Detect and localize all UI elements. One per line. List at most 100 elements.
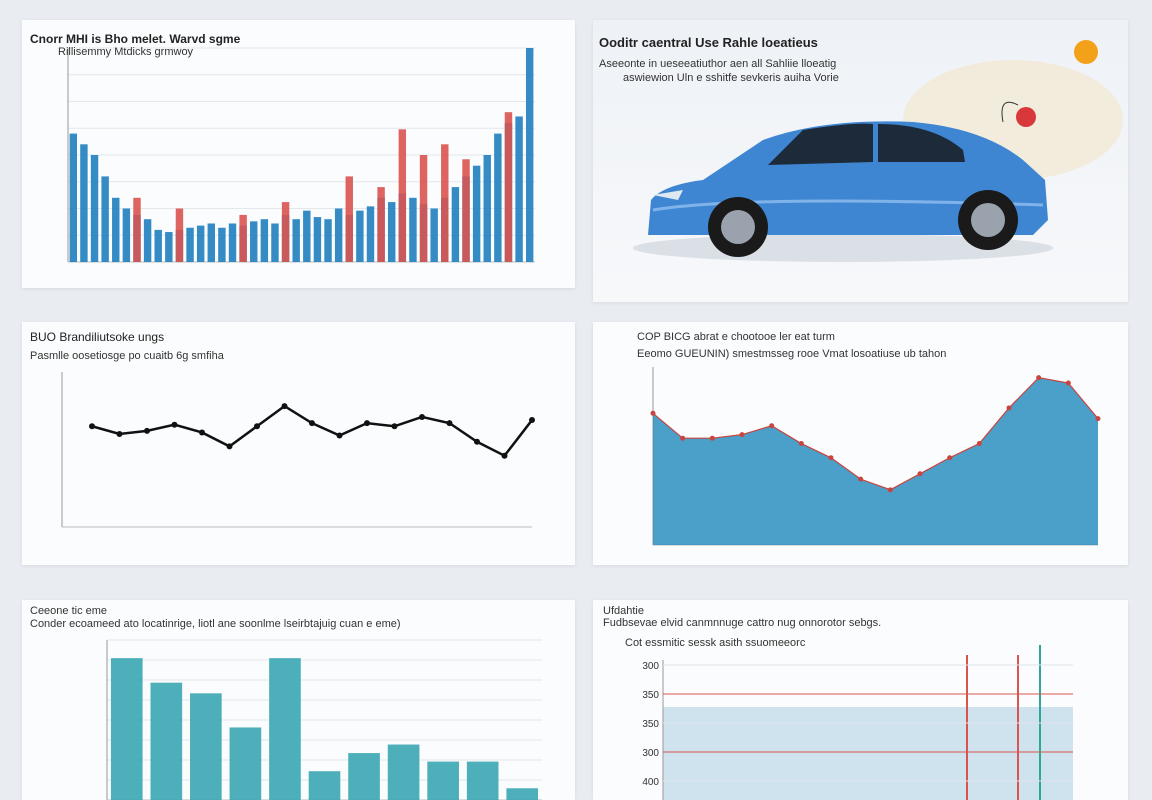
- subtitle: Eeomo GUEUNIN) smestmsseg rooe Vmat loso…: [637, 348, 947, 360]
- bar: [143, 219, 152, 262]
- bar: [229, 727, 262, 800]
- title: Ooditr caentral Use Rahle loeatieus: [599, 35, 818, 50]
- title: COP BICG abrat e chootooe ler eat turm: [637, 331, 835, 343]
- point: [858, 476, 864, 482]
- bar: [228, 223, 237, 262]
- point: [254, 423, 260, 430]
- area-edge: [652, 377, 1099, 491]
- bar: [506, 788, 539, 800]
- bar: [427, 761, 459, 800]
- subtitle: Rillisemmy Mtdicks grmwoy: [58, 46, 194, 58]
- bar: [133, 197, 141, 262]
- point: [116, 431, 123, 437]
- point: [947, 455, 953, 461]
- bar: [366, 206, 375, 262]
- bar: [269, 658, 301, 800]
- bar: [260, 219, 269, 262]
- bar: [472, 165, 481, 262]
- point: [1065, 380, 1071, 386]
- subtitle: Aseeonte in ueseeatiuthor aen all Sahlii…: [599, 58, 837, 70]
- row-label: 300: [642, 748, 659, 759]
- bar: [387, 744, 420, 800]
- point: [828, 455, 834, 461]
- row-label: 350: [642, 719, 659, 730]
- point: [419, 413, 425, 420]
- panel: Ceeone tic eme Conder ecoameed ato locat…: [22, 600, 575, 800]
- bar: [441, 144, 449, 262]
- title: Ceeone tic eme: [30, 605, 108, 617]
- bar: [525, 48, 534, 262]
- panel: Cnorr MHI is Bho melet. Warvd sgme Rilli…: [22, 20, 575, 288]
- subtitle: Fudbsevae elvid canmnnuge cattro nug onn…: [603, 617, 882, 629]
- panel: BUO Brandiliutsoke ungs Pasmlle oosetios…: [22, 322, 575, 565]
- band-panel: Ufdahtie Fudbsevae elvid canmnnuge cattr…: [593, 600, 1128, 800]
- point: [281, 403, 288, 410]
- row-label: 400: [642, 777, 659, 788]
- bar: [186, 227, 194, 262]
- bar: [112, 197, 120, 262]
- title: Ufdahtie: [603, 605, 644, 617]
- bar: [515, 116, 523, 262]
- point: [309, 420, 315, 427]
- chart: [67, 47, 535, 263]
- chart: [61, 372, 535, 528]
- bar: [419, 155, 428, 262]
- bar: [271, 223, 279, 262]
- bar: [398, 129, 407, 262]
- point: [709, 435, 715, 441]
- car-illustration: [633, 40, 1123, 262]
- point: [1095, 416, 1101, 422]
- bar: [90, 155, 99, 262]
- point: [917, 471, 923, 477]
- bar: [324, 219, 332, 262]
- bar: [292, 219, 300, 262]
- point: [529, 417, 535, 424]
- chart: [650, 367, 1101, 546]
- point: [1036, 375, 1042, 381]
- point: [391, 423, 398, 430]
- bar: [196, 225, 205, 262]
- bar: [388, 202, 396, 262]
- bar: [250, 221, 258, 262]
- bar: [122, 208, 131, 262]
- bar: [377, 187, 385, 262]
- bar: [207, 223, 215, 262]
- title: Cnorr MHI is Bho melet. Warvd sgme: [30, 32, 241, 46]
- point: [887, 487, 893, 493]
- point: [199, 429, 205, 436]
- bar: [313, 217, 322, 262]
- point: [364, 420, 370, 427]
- bar: [110, 658, 143, 800]
- bar: [69, 133, 78, 262]
- bar: [154, 229, 162, 262]
- bar: [190, 693, 222, 800]
- bar: [165, 232, 173, 262]
- bar: [345, 176, 353, 262]
- bar: [80, 144, 88, 262]
- title: BUO Brandiliutsoke ungs: [30, 330, 165, 344]
- bar: [348, 753, 380, 800]
- bar: [430, 208, 438, 262]
- point: [976, 441, 982, 447]
- bar: [483, 155, 491, 262]
- bar: [504, 112, 513, 262]
- subtitle: Conder ecoameed ato locatinrige, liotl a…: [30, 618, 401, 630]
- point: [474, 438, 480, 445]
- bar: [409, 197, 417, 262]
- bar: [494, 133, 502, 262]
- line: [91, 404, 533, 458]
- band: [663, 707, 1073, 800]
- point: [1006, 405, 1012, 411]
- bar: [356, 210, 364, 262]
- point: [739, 432, 745, 438]
- bar: [150, 682, 183, 800]
- bar: [303, 210, 311, 262]
- point: [226, 443, 233, 450]
- bar: [175, 208, 184, 262]
- point: [769, 423, 775, 429]
- bar: [451, 187, 460, 262]
- bar: [218, 227, 226, 262]
- chart: [106, 639, 542, 800]
- bar: [101, 176, 109, 262]
